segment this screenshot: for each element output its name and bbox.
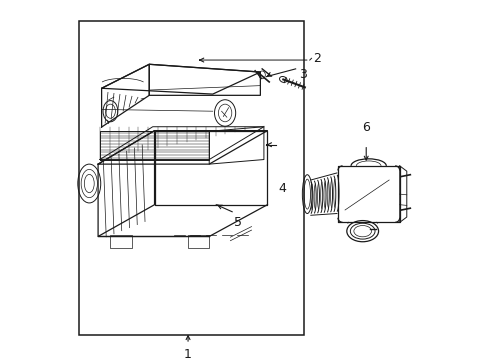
Text: 2: 2	[313, 52, 321, 65]
Bar	[79, 21, 304, 335]
Text: 6: 6	[362, 121, 369, 134]
Bar	[110, 235, 131, 248]
Text: 1: 1	[184, 348, 192, 360]
Text: 5: 5	[233, 216, 242, 229]
Text: 4: 4	[278, 182, 285, 195]
Text: 3: 3	[299, 68, 306, 81]
Bar	[188, 235, 209, 248]
